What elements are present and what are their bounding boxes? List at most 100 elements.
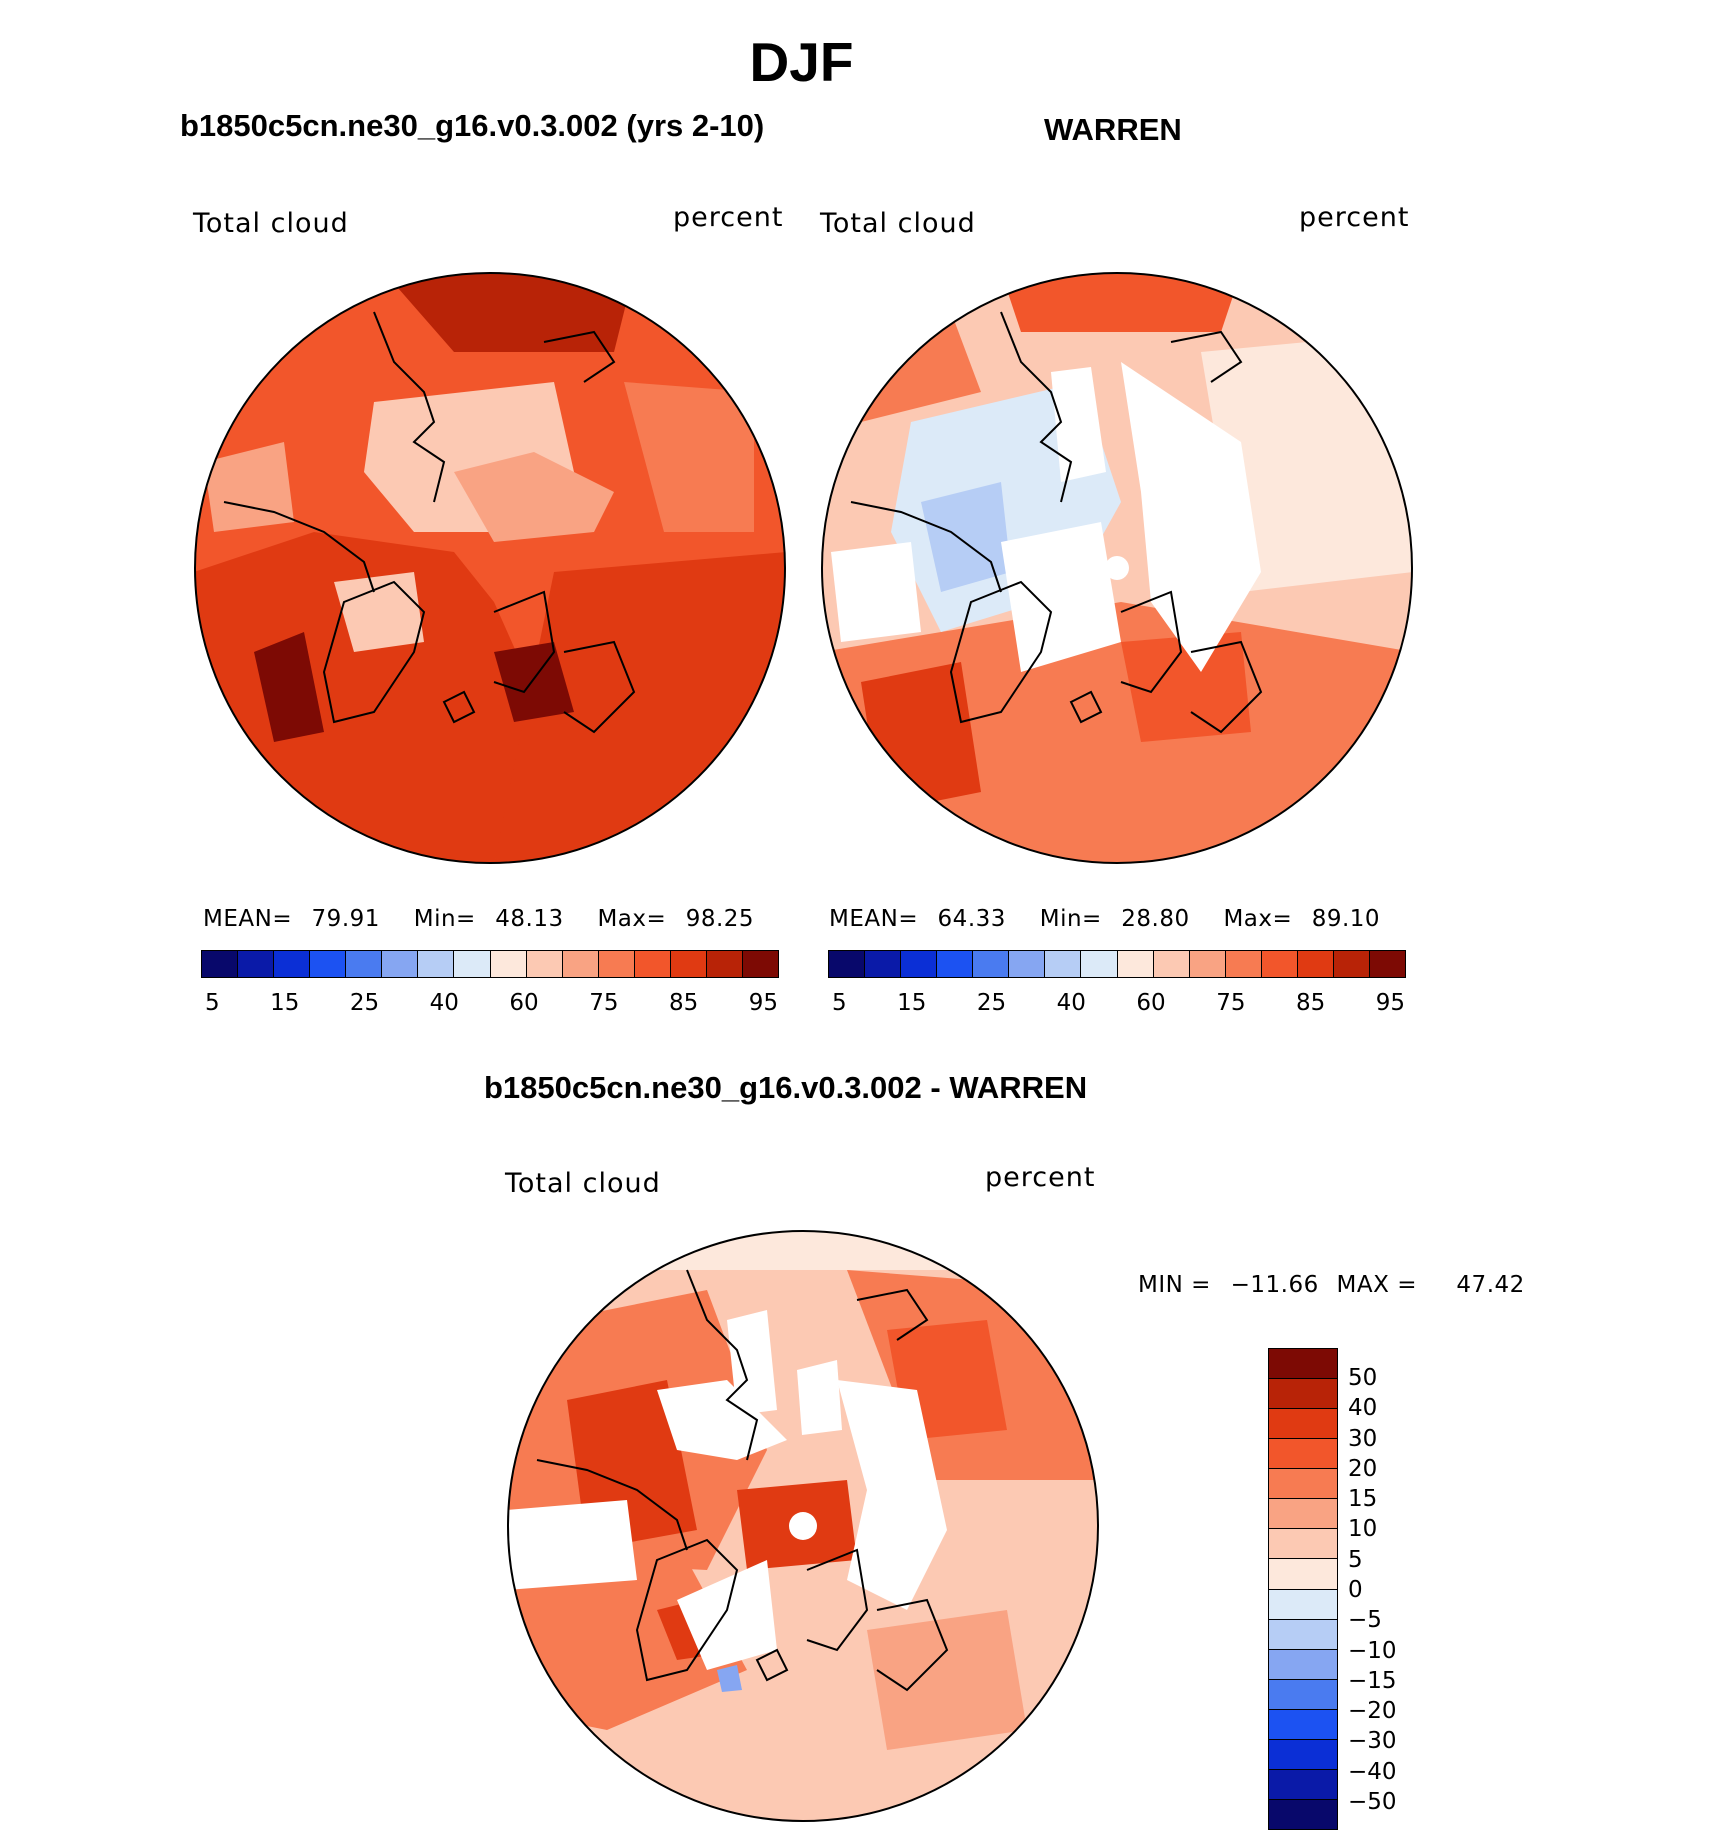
panel1-polar-map [194, 272, 786, 864]
colorbar-tick: 20 [1348, 1455, 1378, 1482]
panel1-mean-label: MEAN= [203, 906, 293, 932]
colorbar-tick: 0 [1348, 1576, 1363, 1603]
colorbar-swatch [901, 951, 938, 977]
panel2-min-label: Min= [1039, 906, 1102, 932]
panel2-mean-label: MEAN= [829, 906, 919, 932]
panel1-colorbar-ticks: 5 15 25 40 60 75 85 95 [205, 990, 778, 1016]
panel1-mean-value: 79.91 [311, 906, 380, 932]
colorbar-swatch [1269, 1529, 1337, 1560]
colorbar-tick: 15 [1348, 1486, 1378, 1513]
colorbar-swatch [1269, 1619, 1337, 1650]
colorbar-swatch [1369, 951, 1405, 977]
diff-max-label: MAX = [1336, 1272, 1417, 1298]
colorbar-swatch [634, 951, 671, 977]
colorbar-tick: 5 [832, 990, 847, 1016]
colorbar-swatch [937, 951, 974, 977]
panel2-max-label: Max= [1223, 906, 1293, 932]
colorbar-swatch [1269, 1559, 1337, 1590]
colorbar-swatch [1269, 1439, 1337, 1470]
colorbar-swatch [1081, 951, 1118, 977]
colorbar-tick: 25 [976, 990, 1007, 1016]
panel1-min-value: 48.13 [495, 906, 564, 932]
panel2-variable-label: Total cloud [820, 208, 976, 239]
diff-colorbar-ticks: 50 40 30 20 15 10 5 0 −5 −10 −15 −20 −30… [1348, 1365, 1397, 1815]
colorbar-swatch [865, 951, 902, 977]
colorbar-tick: 10 [1348, 1516, 1378, 1543]
colorbar-swatch [829, 951, 866, 977]
colorbar-swatch [1269, 1739, 1337, 1770]
panel2-colorbar-ticks: 5 15 25 40 60 75 85 95 [832, 990, 1405, 1016]
colorbar-swatch [526, 951, 563, 977]
colorbar-tick: 75 [1216, 990, 1246, 1016]
colorbar-tick: −5 [1348, 1607, 1382, 1634]
colorbar-swatch [1269, 1379, 1337, 1410]
colorbar-tick: 40 [429, 990, 459, 1016]
diff-polar-map [507, 1230, 1099, 1822]
colorbar-swatch [1269, 1409, 1337, 1440]
colorbar-tick: −40 [1348, 1758, 1397, 1785]
panel1-colorbar [201, 950, 779, 978]
colorbar-tick: 85 [668, 990, 699, 1016]
panel2-units-label: percent [1299, 202, 1410, 233]
panel2-colorbar [828, 950, 1406, 978]
colorbar-swatch [1269, 1349, 1337, 1380]
panel2-max-value: 89.10 [1311, 906, 1381, 932]
colorbar-swatch [454, 951, 491, 977]
colorbar-tick: 60 [509, 990, 539, 1016]
colorbar-swatch [1297, 951, 1334, 977]
colorbar-swatch [202, 951, 239, 977]
panel1-min-label: Min= [413, 906, 476, 932]
panel2-coastlines [850, 311, 1263, 734]
colorbar-swatch [1269, 1769, 1337, 1800]
colorbar-tick: −20 [1348, 1698, 1397, 1725]
colorbar-tick: 85 [1295, 990, 1326, 1016]
colorbar-swatch [1269, 1799, 1337, 1829]
colorbar-tick: −50 [1348, 1788, 1397, 1815]
panel1-max-value: 98.25 [685, 906, 755, 932]
colorbar-swatch [1269, 1649, 1337, 1680]
colorbar-swatch [1225, 951, 1262, 977]
colorbar-swatch [490, 951, 527, 977]
colorbar-swatch [382, 951, 419, 977]
diff-colorbar [1268, 1348, 1338, 1830]
colorbar-swatch [1261, 951, 1298, 977]
colorbar-tick: 40 [1056, 990, 1086, 1016]
colorbar-swatch [1269, 1499, 1337, 1530]
colorbar-swatch [310, 951, 347, 977]
colorbar-tick: 5 [205, 990, 220, 1016]
colorbar-tick: 15 [897, 990, 927, 1016]
colorbar-swatch [1269, 1679, 1337, 1710]
colorbar-swatch [742, 951, 778, 977]
colorbar-tick: 60 [1136, 990, 1166, 1016]
diff-max-value: 47.42 [1456, 1272, 1525, 1298]
colorbar-tick: 50 [1348, 1365, 1378, 1391]
colorbar-tick: 95 [748, 990, 778, 1016]
colorbar-swatch [274, 951, 311, 977]
colorbar-swatch [1269, 1709, 1337, 1740]
colorbar-tick: 75 [589, 990, 619, 1016]
colorbar-swatch [1269, 1469, 1337, 1500]
colorbar-swatch [973, 951, 1010, 977]
colorbar-swatch [1045, 951, 1082, 977]
colorbar-swatch [706, 951, 743, 977]
panel2-mean-value: 64.33 [937, 906, 1006, 932]
colorbar-tick: 30 [1348, 1425, 1378, 1452]
panel1-units-label: percent [673, 202, 784, 233]
colorbar-swatch [1333, 951, 1370, 977]
colorbar-tick: 15 [270, 990, 300, 1016]
diff-units-label: percent [985, 1162, 1096, 1193]
panel1-subtitle: b1850c5cn.ne30_g16.v0.3.002 (yrs 2-10) [180, 108, 765, 143]
colorbar-swatch [562, 951, 599, 977]
colorbar-swatch [418, 951, 455, 977]
diff-variable-label: Total cloud [505, 1168, 661, 1199]
panel2-min-value: 28.80 [1121, 906, 1190, 932]
colorbar-tick: 25 [349, 990, 380, 1016]
colorbar-swatch [1153, 951, 1190, 977]
diff-coastlines [536, 1269, 949, 1692]
panel2-subtitle: WARREN [1044, 112, 1182, 147]
colorbar-swatch [1117, 951, 1154, 977]
colorbar-tick: 5 [1348, 1546, 1363, 1573]
panel1-variable-label: Total cloud [193, 208, 349, 239]
colorbar-swatch [598, 951, 635, 977]
colorbar-tick: 95 [1375, 990, 1405, 1016]
